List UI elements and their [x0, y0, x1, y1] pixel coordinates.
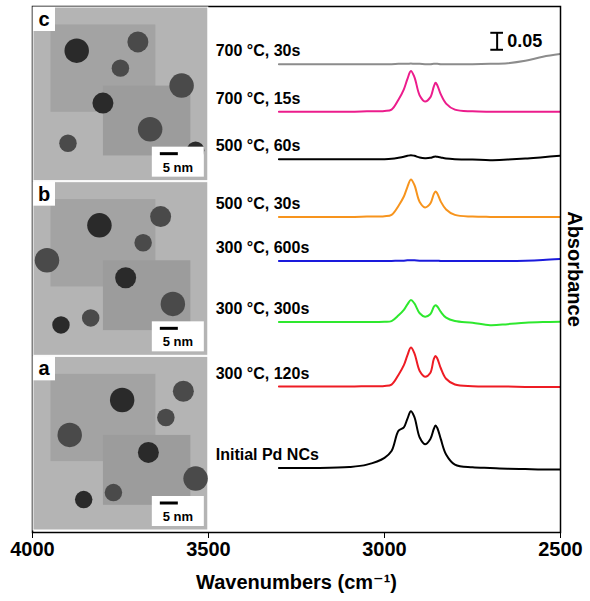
svg-text:Absorbance: Absorbance	[564, 211, 586, 327]
svg-text:Wavenumbers (cm⁻¹): Wavenumbers (cm⁻¹)	[196, 571, 397, 593]
svg-text:4000: 4000	[10, 538, 55, 560]
svg-text:2500: 2500	[538, 538, 583, 560]
svg-text:b: b	[38, 183, 50, 205]
svg-text:300 °C, 120s: 300 °C, 120s	[216, 365, 310, 382]
svg-text:c: c	[38, 8, 49, 30]
svg-text:300 °C, 300s: 300 °C, 300s	[216, 300, 310, 317]
svg-text:5 nm: 5 nm	[163, 160, 193, 175]
svg-text:Initial Pd NCs: Initial Pd NCs	[216, 446, 319, 463]
svg-text:3500: 3500	[186, 538, 231, 560]
svg-text:5 nm: 5 nm	[163, 509, 193, 524]
svg-text:700 °C, 30s: 700 °C, 30s	[216, 42, 301, 59]
svg-text:3000: 3000	[362, 538, 407, 560]
svg-text:0.05: 0.05	[507, 31, 542, 51]
svg-text:a: a	[38, 357, 50, 379]
svg-text:500 °C, 30s: 500 °C, 30s	[216, 195, 301, 212]
svg-text:5 nm: 5 nm	[163, 334, 193, 349]
svg-text:700 °C, 15s: 700 °C, 15s	[216, 90, 301, 107]
svg-text:500 °C, 60s: 500 °C, 60s	[216, 137, 301, 154]
svg-text:300 °C, 600s: 300 °C, 600s	[216, 239, 310, 256]
